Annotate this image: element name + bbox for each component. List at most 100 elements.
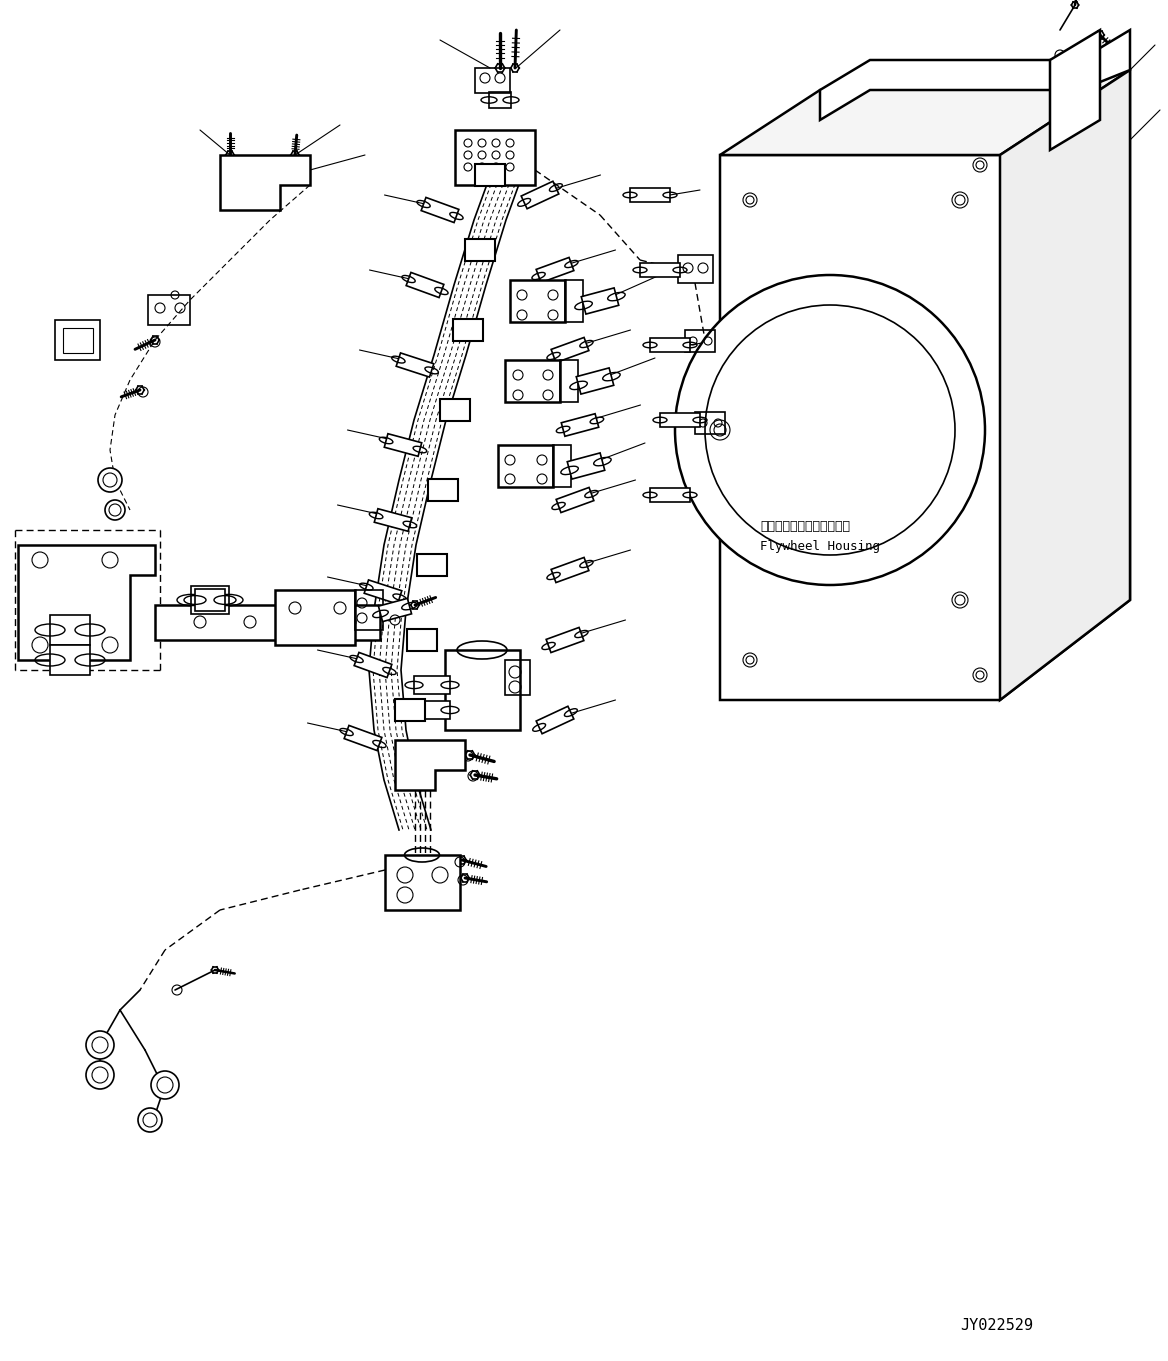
Circle shape (478, 139, 486, 147)
Text: Flywheel Housing: Flywheel Housing (760, 540, 880, 553)
Bar (677, 255, 712, 283)
Polygon shape (568, 453, 605, 479)
Circle shape (494, 171, 501, 180)
Circle shape (138, 1108, 162, 1132)
Polygon shape (719, 69, 1129, 700)
Polygon shape (422, 197, 459, 223)
Bar (695, 412, 725, 434)
Circle shape (464, 163, 472, 171)
Bar (565, 280, 583, 323)
Circle shape (425, 636, 433, 644)
Polygon shape (1050, 30, 1100, 150)
Polygon shape (396, 352, 433, 377)
Bar (552, 445, 571, 487)
Circle shape (420, 561, 429, 569)
Circle shape (464, 151, 472, 159)
Circle shape (492, 139, 500, 147)
Polygon shape (378, 599, 411, 622)
Bar (445, 651, 520, 729)
Polygon shape (395, 700, 425, 721)
Circle shape (492, 163, 500, 171)
Bar (55, 320, 100, 361)
Circle shape (464, 139, 472, 147)
Bar (475, 68, 510, 93)
Bar (510, 280, 565, 323)
Circle shape (459, 406, 466, 414)
Circle shape (478, 151, 486, 159)
Polygon shape (465, 240, 495, 261)
Polygon shape (551, 558, 589, 583)
Polygon shape (413, 701, 450, 719)
Circle shape (86, 1062, 114, 1089)
Polygon shape (630, 188, 670, 201)
Polygon shape (651, 489, 690, 502)
Polygon shape (354, 652, 391, 678)
Circle shape (431, 486, 439, 494)
Polygon shape (413, 676, 450, 694)
Polygon shape (427, 479, 458, 501)
Circle shape (410, 636, 418, 644)
Circle shape (151, 1071, 179, 1098)
Polygon shape (820, 30, 1129, 120)
Polygon shape (556, 487, 593, 513)
Polygon shape (489, 93, 512, 108)
Polygon shape (582, 289, 619, 314)
Bar (498, 445, 552, 487)
Polygon shape (50, 615, 90, 645)
Circle shape (446, 486, 454, 494)
Polygon shape (406, 272, 444, 298)
Circle shape (444, 406, 452, 414)
Ellipse shape (675, 275, 985, 585)
Circle shape (457, 327, 465, 333)
Circle shape (468, 246, 477, 255)
Circle shape (506, 151, 514, 159)
Polygon shape (651, 338, 690, 352)
Polygon shape (475, 163, 505, 186)
Polygon shape (453, 318, 484, 342)
Polygon shape (374, 509, 411, 531)
Circle shape (710, 421, 730, 440)
Polygon shape (660, 412, 700, 427)
Circle shape (479, 171, 487, 180)
Circle shape (398, 706, 406, 715)
Polygon shape (562, 414, 599, 437)
Polygon shape (440, 399, 470, 421)
Circle shape (86, 1032, 114, 1059)
Bar (155, 606, 380, 640)
Bar (385, 855, 460, 911)
Polygon shape (384, 434, 422, 456)
Bar (505, 660, 530, 695)
Text: フライホイールハウジング: フライホイールハウジング (760, 520, 850, 534)
Circle shape (472, 327, 480, 333)
Polygon shape (195, 589, 225, 611)
Circle shape (105, 499, 125, 520)
Polygon shape (521, 181, 558, 208)
Circle shape (506, 163, 514, 171)
Bar (684, 329, 715, 352)
Bar (148, 295, 190, 325)
Bar (63, 328, 93, 352)
Polygon shape (719, 69, 1129, 155)
Circle shape (952, 592, 968, 608)
Bar (355, 591, 383, 630)
Circle shape (484, 246, 492, 255)
Polygon shape (417, 554, 447, 576)
Polygon shape (192, 587, 229, 614)
Circle shape (413, 706, 422, 715)
Bar (505, 361, 559, 401)
Bar (274, 591, 355, 645)
Polygon shape (18, 544, 155, 660)
Polygon shape (364, 580, 402, 604)
Polygon shape (50, 645, 90, 675)
Polygon shape (345, 725, 382, 750)
Polygon shape (640, 263, 680, 278)
Polygon shape (576, 367, 613, 395)
Text: JY022529: JY022529 (960, 1317, 1033, 1332)
Circle shape (478, 163, 486, 171)
Circle shape (952, 192, 968, 208)
Bar (456, 131, 535, 185)
Polygon shape (551, 338, 589, 362)
Polygon shape (1000, 69, 1129, 700)
Polygon shape (220, 155, 310, 210)
Polygon shape (406, 629, 437, 651)
